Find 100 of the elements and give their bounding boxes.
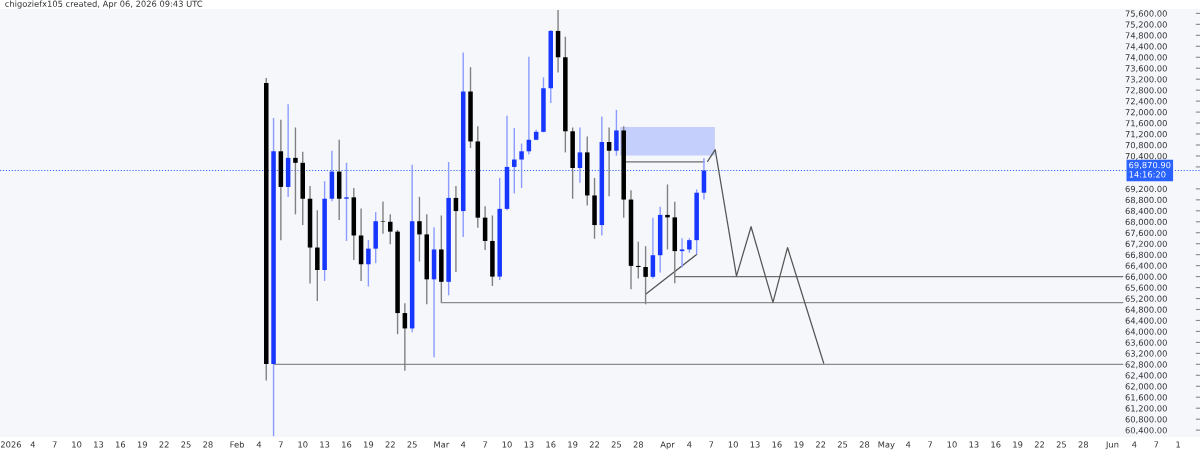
y-tick-label: 65,200.00 — [1125, 295, 1167, 303]
line-series — [706, 149, 825, 364]
candlestick — [701, 157, 707, 201]
x-tick-label: 25 — [407, 441, 417, 448]
x-tick-label: 22 — [589, 441, 599, 448]
y-tick-label: 62,800.00 — [1125, 361, 1167, 369]
candlestick — [665, 183, 670, 251]
x-tick-label: 10 — [502, 441, 512, 448]
candlestick — [679, 237, 685, 269]
y-tick-label: 72,800.00 — [1125, 87, 1167, 95]
y-tick-label: 74,000.00 — [1125, 54, 1167, 62]
x-tick-label: 16 — [546, 441, 556, 448]
x-tick-label: 7 — [709, 441, 714, 448]
y-tick-label: 61,600.00 — [1125, 394, 1167, 402]
x-tick-label: 2026 — [0, 441, 22, 448]
y-tick-label: 75,200.00 — [1125, 21, 1167, 29]
x-tick-label: 4 — [460, 441, 466, 448]
x-tick-label: Feb — [230, 441, 244, 448]
ref-line-label: 69,870.90 14:16:20 — [1129, 161, 1171, 178]
y-tick-label: 64,000.00 — [1125, 328, 1167, 336]
x-tick-label: 10 — [72, 441, 82, 448]
candlestick — [577, 126, 583, 184]
text: chigoziefx105 created, Apr 06, 2026 09:43 UTC — [5, 0, 203, 9]
y-tick-label: 60,400.00 — [1125, 427, 1167, 435]
candlestick — [344, 162, 349, 242]
x-tick-label: 4 — [256, 441, 262, 448]
x-tick-label: 25 — [611, 441, 621, 448]
x-tick-label: 22 — [1034, 441, 1044, 448]
x-tick-label: Mar — [434, 441, 450, 448]
x-tick-label: 13 — [524, 441, 534, 448]
x-tick-label: 25 — [837, 441, 848, 448]
x-tick-label: 28 — [633, 441, 644, 448]
y-tick-label: 71,600.00 — [1125, 120, 1167, 128]
x-tick-label: 13 — [320, 441, 330, 448]
y-tick-label: 70,800.00 — [1125, 141, 1167, 150]
x-tick-label: 19 — [137, 441, 147, 448]
y-tick-label: 62,400.00 — [1125, 372, 1167, 380]
x-tick-label: 19 — [364, 441, 374, 448]
x-tick-label: 19 — [1013, 441, 1023, 448]
y-tick-label: 66,800.00 — [1125, 251, 1167, 259]
y-tick-label: 67,600.00 — [1125, 229, 1167, 237]
y-tick-label: 60,800.00 — [1125, 416, 1167, 424]
y-tick-label: 73,600.00 — [1125, 65, 1167, 73]
x-tick-label: 10 — [298, 441, 308, 448]
y-tick-label: 65,600.00 — [1125, 284, 1167, 292]
x-tick-label: 13 — [94, 441, 104, 448]
candlestick — [388, 213, 393, 245]
x-tick-label: May — [878, 441, 895, 450]
y-tick-label: 68,800.00 — [1125, 196, 1167, 204]
y-tick-label: 61,200.00 — [1125, 405, 1167, 413]
x-tick-label: 7 — [1154, 441, 1159, 448]
y-tick-label: 72,400.00 — [1125, 98, 1167, 106]
y-tick-label: 74,800.00 — [1125, 32, 1167, 40]
x-tick-label: 4 — [1132, 441, 1137, 448]
x-tick-label: 13 — [969, 441, 979, 448]
candlestick — [519, 142, 524, 189]
x-tick-label: 4 — [687, 441, 692, 448]
x-tick-label: 4 — [905, 441, 911, 448]
y-tick-label: 66,000.00 — [1125, 273, 1167, 281]
y-tick-label: 62,000.00 — [1125, 383, 1167, 391]
y-tick-label: 64,400.00 — [1125, 317, 1167, 325]
x-tick-label: 7 — [278, 441, 283, 448]
y-tick-label: 71,200.00 — [1125, 131, 1167, 139]
x-tick-label: 10 — [947, 441, 957, 448]
x-tick-label: 16 — [342, 441, 352, 448]
y-tick-label: 68,000.00 — [1125, 218, 1167, 226]
x-tick-label: 25 — [181, 441, 191, 448]
y-tick-label: 73,200.00 — [1125, 76, 1167, 84]
x-tick-label: 4 — [30, 441, 36, 448]
y-tick-label: 69,200.00 — [1125, 185, 1167, 193]
candlestick — [650, 216, 656, 280]
x-tick-label: 1 — [1176, 441, 1180, 448]
x-tick-label: 28 — [1078, 441, 1089, 448]
candlestick — [417, 196, 422, 263]
x-tick-label: 16 — [115, 441, 126, 448]
candlestick — [606, 126, 612, 197]
x-tick-label: 28 — [203, 441, 213, 448]
candlestick — [380, 200, 386, 235]
y-tick-label: 74,400.00 — [1125, 43, 1167, 51]
x-tick-label: 22 — [385, 441, 395, 448]
candlestick — [636, 241, 641, 280]
x-tick-label: 22 — [815, 441, 826, 448]
y-tick-label: 63,600.00 — [1125, 339, 1167, 347]
x-tick-label: Apr — [660, 441, 675, 450]
x-tick-label: 7 — [52, 441, 57, 448]
candlestick — [614, 109, 619, 157]
y-tick-label: 64,800.00 — [1125, 306, 1167, 314]
x-tick-label: 13 — [750, 441, 760, 448]
x-tick-label: 16 — [772, 441, 782, 448]
candlestick — [512, 127, 517, 195]
x-tick-label: 19 — [568, 441, 578, 448]
x-tick-label: Jun — [1105, 441, 1119, 450]
x-tick-label: 25 — [1056, 441, 1066, 448]
y-tick-label: 72,000.00 — [1125, 109, 1167, 117]
x-tick-label: 7 — [928, 441, 933, 448]
y-tick-label: 67,200.00 — [1125, 240, 1167, 248]
y-tick-label: 68,400.00 — [1125, 207, 1167, 215]
y-tick-label: 66,400.00 — [1125, 262, 1167, 270]
y-tick-label: 75,600.00 — [1125, 10, 1167, 18]
candlestick — [315, 209, 320, 302]
